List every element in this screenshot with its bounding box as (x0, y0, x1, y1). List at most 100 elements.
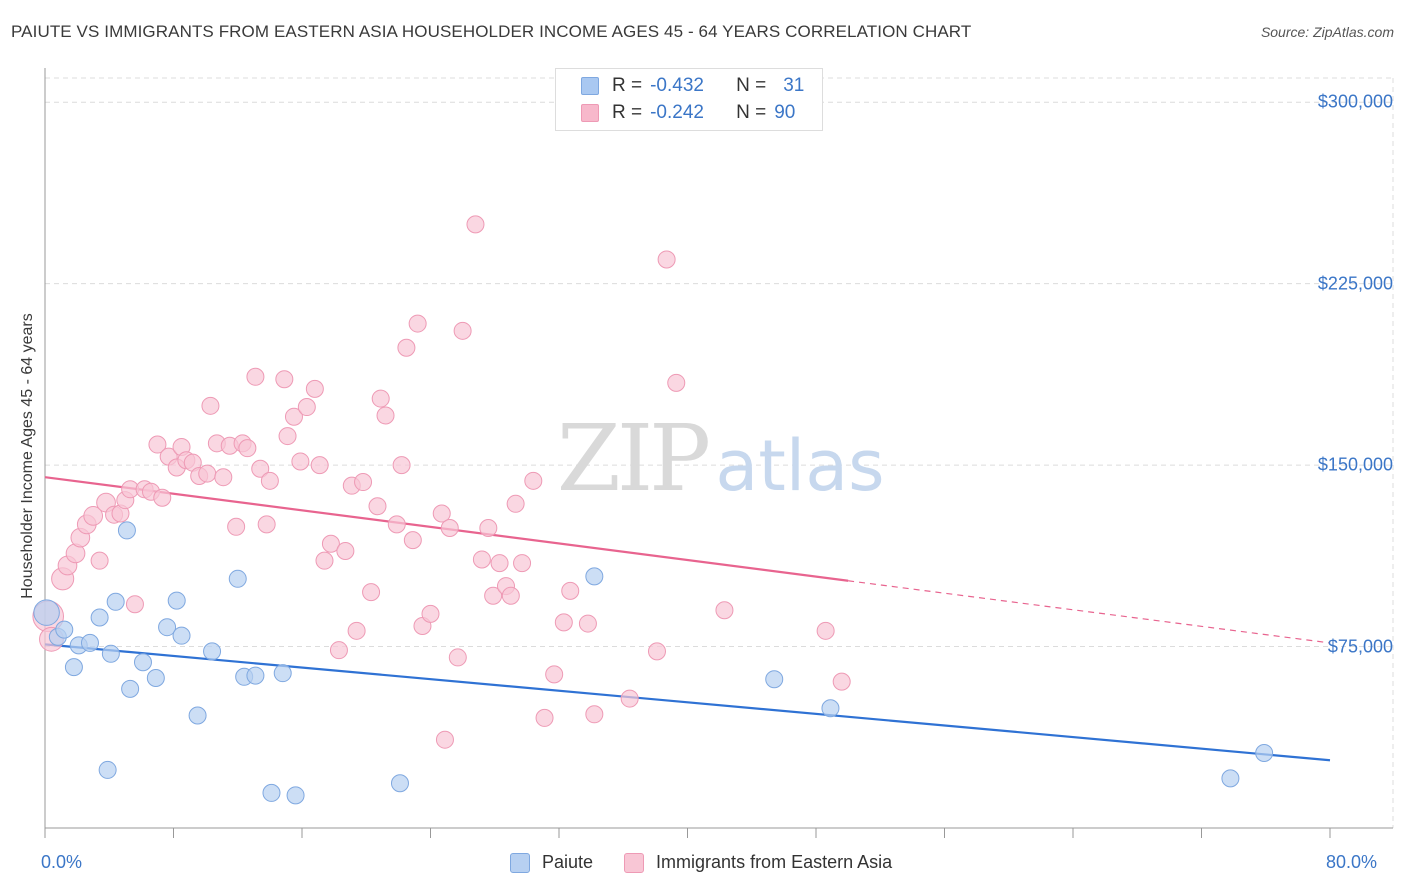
watermark: ZIP atlas (557, 405, 885, 512)
paiute-point (121, 679, 140, 698)
paiute-point (90, 608, 109, 627)
immigrants-trend-line-extension (848, 580, 1331, 644)
immigrants-point (561, 581, 580, 600)
immigrants-point (432, 504, 451, 523)
immigrants-point (305, 379, 324, 398)
immigrants-point (260, 471, 279, 490)
paiute-point (1221, 769, 1240, 788)
paiute-point (765, 670, 784, 689)
chart-title: PAIUTE VS IMMIGRANTS FROM EASTERN ASIA H… (11, 22, 972, 41)
paiute-point (172, 626, 191, 645)
y-axis-label: Householder Income Ages 45 - 64 years (19, 313, 36, 599)
legend-swatch-immigrants (624, 852, 645, 873)
immigrants-point (667, 373, 686, 392)
stats-row-immigrants: R = -0.242 N = 90 (581, 100, 795, 126)
immigrants-point (238, 439, 257, 458)
paiute-point (64, 658, 83, 677)
paiute-point (203, 642, 222, 661)
paiute-point (117, 521, 136, 540)
watermark-atlas: atlas (715, 425, 884, 507)
immigrants-point (310, 456, 329, 475)
paiute-point (55, 620, 74, 639)
paiute-point (821, 699, 840, 718)
paiute-point (101, 644, 120, 663)
immigrants-point (251, 459, 270, 478)
immigrants-point (453, 321, 472, 340)
source-label: Source: ZipAtlas.com (1260, 24, 1394, 40)
paiute-point (228, 569, 247, 588)
gridlines (45, 77, 1394, 828)
x-tick-label-min: 0.0% (41, 852, 83, 872)
n-label: N = (736, 75, 767, 96)
y-tick-label: $75,000 (1327, 636, 1393, 657)
r-value: -0.242 (650, 102, 704, 123)
immigrants-point (227, 517, 246, 536)
n-value: 31 (783, 75, 805, 96)
immigrants-point (371, 389, 390, 408)
paiute-point (188, 706, 207, 725)
immigrants-point (368, 497, 387, 516)
immigrants-point (554, 613, 573, 632)
paiute-swatch (581, 77, 599, 95)
immigrants-point (440, 519, 459, 537)
immigrants-point (535, 708, 554, 727)
immigrants-point (354, 473, 373, 492)
immigrants-point (291, 452, 310, 471)
immigrants-point (408, 314, 427, 333)
n-value: 90 (774, 102, 796, 123)
legend-label-immigrants: Immigrants from Eastern Asia (656, 852, 893, 872)
immigrants-point (578, 614, 597, 633)
immigrants-point (435, 730, 454, 749)
immigrants-point (403, 531, 422, 550)
immigrants-point (524, 471, 543, 490)
immigrants-point (214, 468, 233, 487)
paiute-point (158, 618, 177, 637)
immigrants-point (201, 396, 220, 415)
y-tick-label: $150,000 (1317, 454, 1393, 475)
immigrants-point (479, 519, 498, 537)
n-label: N = (736, 102, 767, 123)
immigrants-point (501, 586, 520, 605)
paiute-point (106, 592, 125, 611)
immigrants-point (198, 464, 217, 483)
r-value: -0.432 (650, 75, 704, 96)
paiute-point (1255, 744, 1274, 762)
paiute-point (262, 783, 281, 802)
immigrants-point (397, 338, 416, 357)
legend-swatch-paiute (510, 852, 530, 873)
paiute-point (585, 567, 604, 586)
immigrants-point (347, 621, 366, 640)
immigrants-point (376, 406, 395, 425)
immigrants-point (657, 250, 676, 269)
immigrants-point (715, 601, 734, 620)
immigrants-point (297, 398, 316, 417)
paiute-point (146, 669, 165, 687)
immigrants-point (257, 515, 276, 534)
paiute-point (286, 786, 305, 805)
y-tick-label: $300,000 (1317, 91, 1393, 112)
paiute-point (98, 760, 117, 779)
immigrants-point (329, 641, 348, 660)
immigrants-point (315, 551, 334, 570)
legend-label-paiute: Paiute (542, 852, 594, 872)
axes (44, 68, 1393, 838)
immigrants-point (90, 551, 109, 570)
immigrants-point (321, 534, 340, 553)
immigrants-point (246, 367, 265, 386)
immigrants-point (484, 586, 503, 605)
immigrants-point (448, 648, 467, 667)
immigrants-point (545, 665, 564, 684)
paiute-point (246, 666, 265, 685)
immigrants-point (392, 456, 411, 475)
immigrants-point (148, 435, 167, 454)
stats-row-paiute: R = -0.432 N = 31 (581, 73, 804, 99)
immigrants-point (832, 672, 851, 691)
immigrants-point (153, 488, 172, 507)
immigrants-swatch (581, 104, 599, 122)
immigrants-point (472, 550, 491, 569)
immigrants-point (421, 604, 440, 623)
immigrants-point (284, 407, 303, 426)
immigrants-point (83, 506, 104, 526)
paiute-point (80, 633, 99, 652)
